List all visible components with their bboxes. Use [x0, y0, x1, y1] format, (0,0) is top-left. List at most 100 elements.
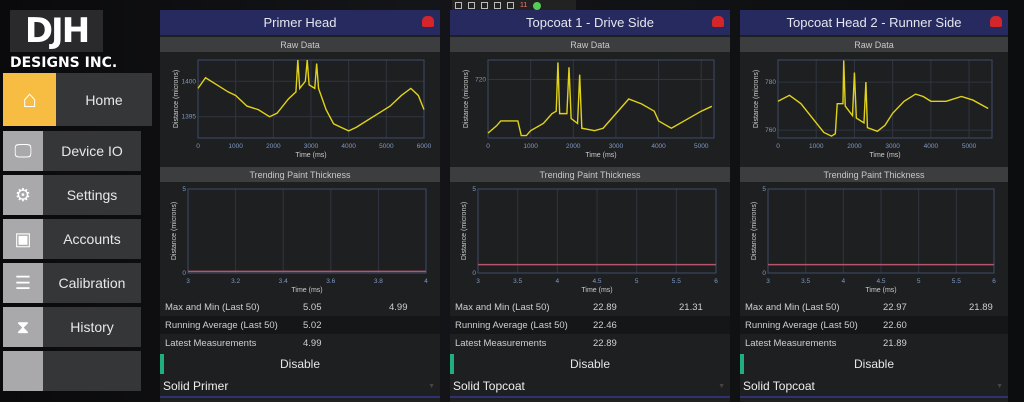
latest-row: Latest Measurements 22.89: [450, 334, 730, 352]
x-tick-label: 4000: [341, 143, 356, 150]
raw-data-chart: 0 1000 2000 3000 4000 5000 760 780 Time (ms) Dist…: [740, 52, 1008, 165]
account-icon: ▣: [3, 219, 43, 259]
max-min-row: Max and Min (Last 50) 22.89 21.31: [455, 301, 703, 313]
x-axis-label: Time (ms): [295, 152, 326, 159]
latest-row: Latest Measurements 4.99: [160, 334, 440, 352]
sidebar-item-blank[interactable]: [3, 351, 141, 391]
sidebar-item-label: Settings: [43, 175, 141, 215]
material-dropdown[interactable]: Solid Topcoat ▼: [740, 376, 1008, 398]
settings-icon[interactable]: [455, 2, 462, 9]
x-tick-label: 2000: [266, 143, 281, 150]
x-tick-label: 5: [635, 278, 639, 285]
raw-data-label: Raw Data: [160, 37, 440, 52]
min-value: 4.99: [389, 301, 408, 313]
x-tick-label: 3000: [304, 143, 319, 150]
sidebar-item-label: Home: [56, 73, 152, 126]
raw-data-chart: 0 1000 2000 3000 4000 5000 6000 1395 1400 Time (m…: [160, 52, 440, 165]
notification-badge[interactable]: 11: [520, 2, 528, 9]
x-tick-label: 4: [842, 278, 846, 285]
max-min-row: Max and Min (Last 50) 22.97 21.89: [745, 301, 993, 313]
y-axis-label: Distance (microns): [173, 70, 180, 128]
x-axis-label: Time (ms): [869, 152, 900, 159]
y-axis-label: Distance (microns): [461, 202, 468, 260]
trend-chart: 3 3.5 4 4.5 5 5.5 6 0 5 Time (ms) Distance (micron…: [450, 182, 730, 298]
material-dropdown[interactable]: Solid Topcoat ▼: [450, 376, 730, 398]
x-tick-label: 4000: [651, 143, 666, 150]
trend-label: Trending Paint Thickness: [450, 167, 730, 182]
alarm-icon[interactable]: [990, 16, 1002, 27]
latest-value: 21.89: [883, 337, 907, 349]
check-icon[interactable]: [533, 1, 542, 10]
disable-toggle[interactable]: Disable: [740, 352, 1008, 376]
panel-title: Topcoat Head 2 - Runner Side: [786, 15, 962, 30]
chevron-down-icon: ▼: [428, 382, 435, 390]
max-min-row: Max and Min (Last 50) 5.05 4.99: [165, 301, 408, 313]
y-tick-label: 5: [472, 186, 476, 193]
x-tick-label: 5000: [962, 143, 977, 150]
x-tick-label: 6000: [417, 143, 432, 150]
trend-chart: 3 3.2 3.4 3.6 3.8 4 0 5 Time (ms) Distance (micro…: [160, 182, 440, 298]
window-icon[interactable]: [494, 2, 501, 9]
y-tick-label: 0: [182, 270, 186, 277]
alarm-icon[interactable]: [712, 16, 724, 27]
y-tick-label: 5: [762, 186, 766, 193]
x-tick-label: 4.5: [592, 278, 601, 285]
network-icon[interactable]: [507, 2, 514, 9]
cast-icon[interactable]: [481, 2, 488, 9]
disable-toggle[interactable]: Disable: [160, 352, 440, 376]
x-axis-label: Time (ms): [291, 287, 322, 294]
camera-icon[interactable]: [468, 2, 475, 9]
y-tick-label: 5: [182, 186, 186, 193]
disable-toggle[interactable]: Disable: [450, 352, 730, 376]
monitor-icon: 🖵: [3, 131, 43, 171]
x-tick-label: 2000: [566, 143, 581, 150]
sidebar-item-settings[interactable]: ⚙ Settings: [3, 175, 141, 215]
average-row: Running Average (Last 50) 22.46: [450, 316, 730, 334]
data-series-line: [487, 62, 713, 137]
home-icon: ⌂: [3, 73, 56, 126]
sidebar-item-home[interactable]: ⌂ Home: [3, 73, 152, 126]
data-series-line: [197, 59, 425, 132]
material-dropdown[interactable]: Solid Primer ▼: [160, 376, 440, 398]
x-tick-label: 4: [424, 278, 428, 285]
y-tick-label: 780: [765, 79, 776, 86]
x-axis-label: Time (ms): [865, 287, 896, 294]
sidebar-item-label: Accounts: [43, 219, 141, 259]
x-tick-label: 5.5: [672, 278, 681, 285]
x-tick-label: 0: [776, 143, 780, 150]
x-tick-label: 1000: [809, 143, 824, 150]
x-tick-label: 0: [486, 143, 490, 150]
x-tick-label: 3: [766, 278, 770, 285]
plot-frame: [767, 188, 995, 274]
raw-data-chart: 0 1000 2000 3000 4000 5000 720 Time (ms) Distanc…: [450, 52, 730, 165]
x-tick-label: 4000: [924, 143, 939, 150]
x-tick-label: 5000: [694, 143, 709, 150]
x-axis-label: Time (ms): [585, 152, 616, 159]
plot-frame: [197, 59, 425, 139]
x-tick-label: 3.2: [231, 278, 240, 285]
sidebar-item-history[interactable]: ⧗ History: [3, 307, 141, 347]
alarm-icon[interactable]: [422, 16, 434, 27]
y-tick-label: 720: [475, 77, 486, 84]
sidebar-item-calibration[interactable]: ☰ Calibration: [3, 263, 141, 303]
panel-header: Primer Head: [160, 10, 440, 35]
y-axis-label: Distance (microns): [463, 70, 470, 128]
panel-title: Primer Head: [263, 15, 337, 30]
x-tick-label: 3: [476, 278, 480, 285]
x-tick-label: 0: [196, 143, 200, 150]
min-value: 21.31: [679, 301, 703, 313]
y-tick-label: 1395: [182, 114, 197, 121]
x-tick-label: 3.4: [279, 278, 288, 285]
logo-subtitle: DESIGNS INC.: [10, 55, 118, 71]
trend-label: Trending Paint Thickness: [160, 167, 440, 182]
x-tick-label: 3.5: [513, 278, 522, 285]
y-axis-label: Distance (microns): [751, 202, 758, 260]
chevron-down-icon: ▼: [996, 382, 1003, 390]
raw-data-label: Raw Data: [450, 37, 730, 52]
sidebar-item-device-io[interactable]: 🖵 Device IO: [3, 131, 141, 171]
sensor-panel: Primer Head Raw Data 0 1000 2000 3000 4000 50…: [160, 10, 440, 402]
latest-value: 22.89: [593, 337, 617, 349]
plot-frame: [477, 188, 717, 274]
sidebar-item-accounts[interactable]: ▣ Accounts: [3, 219, 141, 259]
x-tick-label: 1000: [523, 143, 538, 150]
